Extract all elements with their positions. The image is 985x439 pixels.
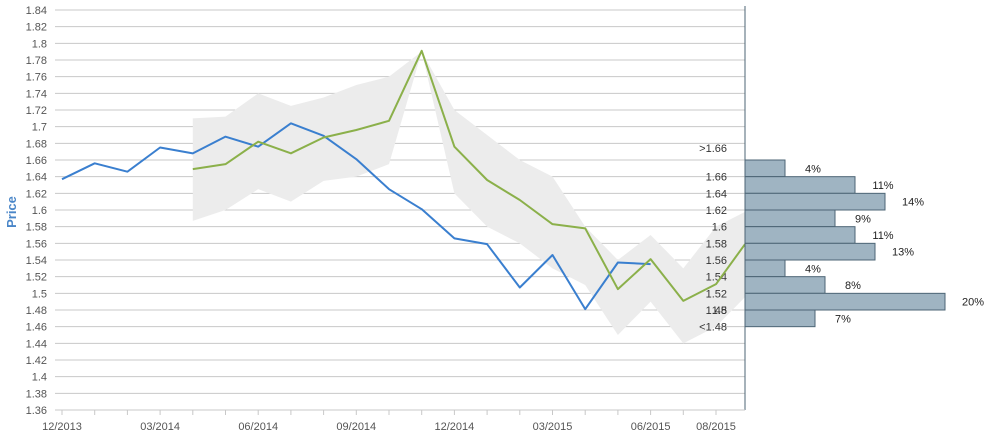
histogram-bin-label: 1.58 [706,238,727,250]
histogram-bar [744,176,856,194]
histogram-bar [744,292,946,311]
y-tick-label: 1.38 [26,388,47,400]
histogram-bin-label: 1.48 [706,305,727,317]
y-tick-label: 1.6 [32,205,47,217]
y-tick-label: 1.62 [26,188,47,200]
y-tick-label: 1.8 [32,38,47,50]
y-tick-label: 1.36 [26,405,47,417]
x-tick-label: 06/2015 [631,421,671,433]
y-tick-label: 1.42 [26,355,47,367]
histogram-bin-label: 1.52 [706,288,727,300]
y-tick-label: 1.84 [26,5,47,17]
y-tick-label: 1.66 [26,155,47,167]
x-tick-label: 09/2014 [336,421,376,433]
y-tick-label: 1.74 [26,88,47,100]
histogram-percent: 9% [855,213,871,225]
histogram-percent: 13% [892,247,914,259]
forecast-band [192,51,745,344]
histogram-percent: 11% [872,230,893,242]
histogram-bin-label: >1.66 [699,143,727,155]
y-tick-label: 1.64 [26,172,47,184]
y-tick-label: 1.54 [26,255,47,267]
y-tick-label: 1.7 [32,122,47,134]
histogram-percent: 20% [962,297,984,309]
histogram: 4%>1.6611%1.6614%1.649%1.6211%1.613%1.58… [699,143,984,334]
histogram-bin-label: 1.56 [706,255,727,267]
axes: 1.361.381.41.421.441.461.481.51.521.541.… [26,5,746,433]
x-tick-label: 03/2015 [533,421,573,433]
histogram-bin-label: <1.48 [699,322,727,334]
histogram-bar [744,226,856,244]
series-lines [61,49,745,311]
y-tick-label: 1.52 [26,272,47,284]
grid-lines [55,9,745,411]
y-tick-label: 1.4 [32,372,47,384]
y-tick-label: 1.82 [26,22,47,34]
histogram-bar [744,242,876,261]
confidence-band [192,51,745,344]
histogram-bar [744,309,816,328]
y-tick-label: 1.56 [26,238,47,250]
y-tick-label: 1.78 [26,55,47,67]
histogram-percent: 4% [805,263,821,275]
y-tick-label: 1.46 [26,322,47,334]
histogram-bar [744,209,836,228]
histogram-bin-label: 1.6 [712,222,727,234]
histogram-percent: 14% [902,197,924,209]
histogram-bar [744,259,786,278]
y-tick-label: 1.48 [26,305,47,317]
histogram-percent: 4% [805,163,821,175]
y-tick-label: 1.44 [26,338,47,350]
x-tick-label: 12/2013 [42,421,82,433]
y-tick-label: 1.72 [26,105,47,117]
histogram-percent: 7% [835,313,851,325]
histogram-bar [744,276,826,294]
histogram-bar [744,192,886,211]
histogram-bin-label: 1.64 [706,188,727,200]
x-tick-label: 03/2014 [140,421,180,433]
histogram-bar [744,159,786,178]
histogram-percent: 11% [872,180,893,192]
y-tick-label: 1.76 [26,72,47,84]
histogram-bin-label: 1.54 [706,272,727,284]
x-tick-label: 06/2014 [238,421,278,433]
y-tick-label: 1.5 [32,288,47,300]
histogram-bin-label: 1.66 [706,172,727,184]
x-tick-label: 08/2015 [696,421,736,433]
x-tick-label: 12/2014 [435,421,475,433]
histogram-bin-label: 1.5 [712,305,727,317]
y-axis-title: Price [4,196,19,228]
series-line [61,122,651,311]
y-tick-label: 1.58 [26,222,47,234]
y-tick-label: 1.68 [26,138,47,150]
histogram-percent: 8% [845,280,861,292]
histogram-bin-label: 1.62 [706,205,727,217]
series-line [192,49,745,302]
